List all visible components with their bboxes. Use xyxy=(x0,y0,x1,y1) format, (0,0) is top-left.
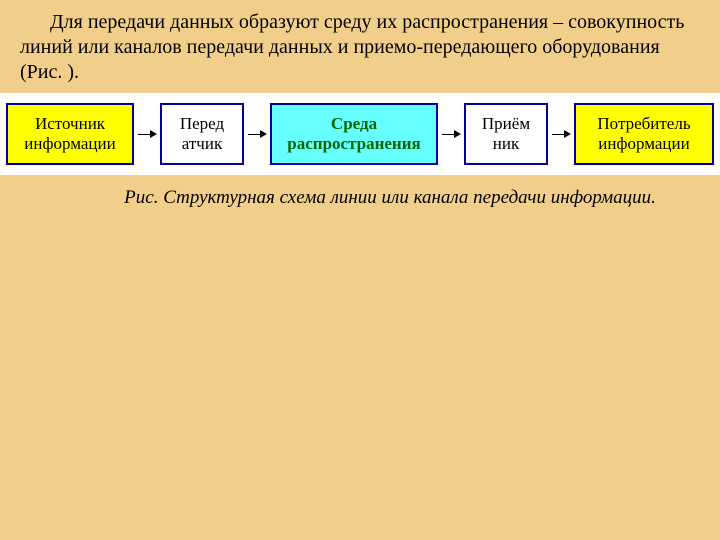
flow-arrow xyxy=(552,130,571,138)
flow-node-transmitter: Перед атчик xyxy=(160,103,244,165)
flow-node-source: Источник информации xyxy=(6,103,134,165)
flow-node-consumer: Потребитель информации xyxy=(574,103,714,165)
figure-caption: Рис. Структурная схема линии или канала … xyxy=(20,187,700,209)
flow-arrow xyxy=(442,130,461,138)
flow-node-receiver: Приём ник xyxy=(464,103,548,165)
flow-arrow xyxy=(248,130,267,138)
flow-arrow xyxy=(138,130,157,138)
flow-diagram: Источник информации Перед атчик Среда расп… xyxy=(0,93,720,175)
page: Для передачи данных образуют среду их ра… xyxy=(0,0,720,540)
intro-paragraph: Для передачи данных образуют среду их ра… xyxy=(20,10,700,85)
flow-node-medium: Среда распространения xyxy=(270,103,438,165)
